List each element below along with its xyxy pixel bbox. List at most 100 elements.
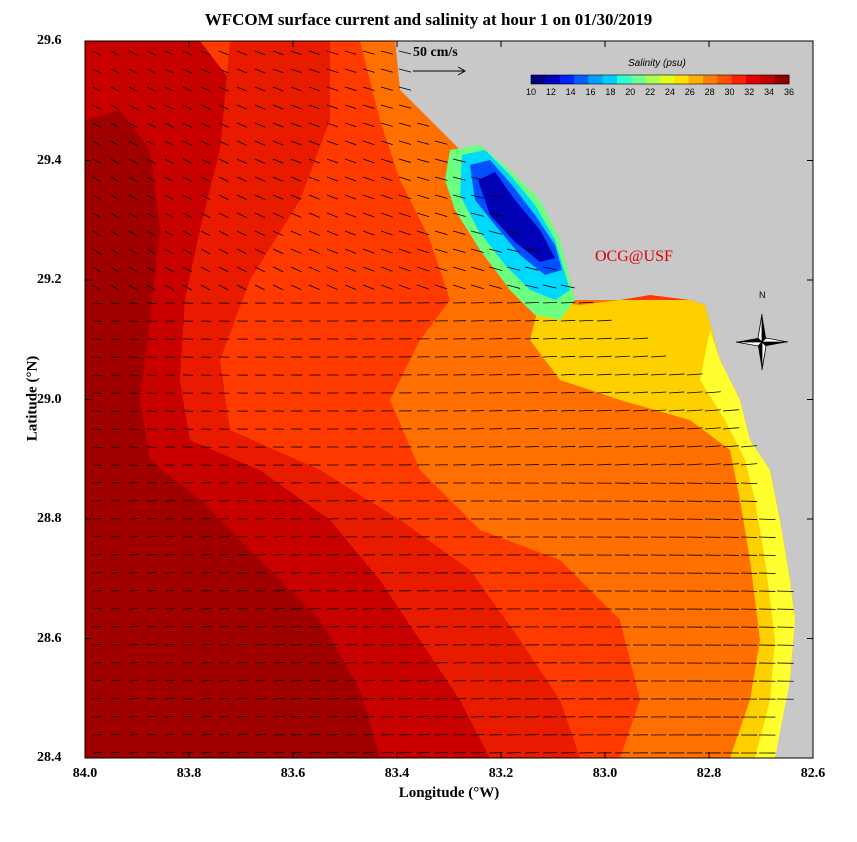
current-vector (218, 122, 229, 128)
current-vector (488, 212, 503, 217)
current-vector (146, 625, 157, 628)
current-vector (344, 140, 357, 146)
colorbar-tick-label: 32 (744, 87, 754, 97)
current-vector (542, 319, 558, 322)
current-vector (128, 266, 138, 273)
current-vector (542, 355, 558, 358)
current-vector (218, 733, 230, 736)
current-vector (524, 446, 539, 448)
current-vector (218, 266, 229, 273)
current-vector (218, 644, 230, 646)
current-vector (128, 590, 139, 592)
current-vector (164, 608, 175, 610)
current-vector (200, 679, 212, 682)
current-vector (362, 248, 375, 254)
current-vector (524, 392, 539, 394)
current-vector (92, 176, 101, 183)
current-vector (272, 212, 284, 218)
current-vector (308, 733, 321, 736)
current-vector (272, 626, 285, 628)
colorbar-swatch (574, 75, 589, 84)
current-vector (218, 194, 229, 200)
current-vector (254, 662, 266, 664)
current-vector (470, 284, 484, 290)
current-vector (110, 68, 120, 74)
current-vector (110, 590, 121, 592)
current-vector (326, 680, 339, 682)
current-vector (344, 230, 357, 236)
current-vector (308, 230, 320, 236)
current-vector (272, 248, 284, 254)
current-vector (380, 752, 394, 754)
colorbar-swatch (688, 75, 704, 84)
current-vector (92, 140, 102, 146)
current-vector (722, 445, 739, 448)
current-vector (146, 733, 157, 736)
current-vector (290, 212, 302, 218)
current-vector (326, 751, 339, 754)
current-vector (164, 643, 175, 646)
current-vector (722, 482, 740, 484)
current-vector (272, 266, 284, 273)
current-vector (506, 230, 521, 235)
current-vector (578, 427, 594, 430)
current-vector (632, 391, 649, 394)
current-vector (290, 122, 302, 128)
current-vector (146, 751, 157, 754)
current-vector (362, 86, 375, 91)
current-vector (200, 104, 211, 110)
current-vector (182, 733, 194, 736)
current-vector (146, 697, 157, 700)
current-vector (614, 337, 630, 340)
current-vector (182, 68, 193, 74)
current-vector (326, 266, 338, 272)
current-vector (290, 733, 303, 736)
current-vector (128, 104, 138, 110)
current-vector (164, 212, 174, 219)
current-vector (182, 751, 194, 754)
current-vector (146, 608, 157, 610)
current-vector (218, 626, 230, 628)
current-vector (704, 391, 721, 394)
current-vector (146, 248, 156, 255)
current-vector (524, 248, 539, 253)
current-vector (110, 50, 120, 56)
current-vector (290, 715, 303, 718)
current-vector (452, 248, 466, 254)
current-vector (326, 733, 339, 736)
current-vector (506, 428, 521, 430)
colorbar-tick-label: 24 (665, 87, 675, 97)
current-vector (416, 284, 430, 290)
current-vector (380, 122, 393, 127)
current-vector (686, 445, 703, 448)
current-vector (272, 140, 284, 146)
current-vector (380, 212, 393, 218)
current-vector (308, 266, 320, 272)
current-vector (236, 284, 247, 291)
current-vector (92, 68, 102, 74)
current-vector (182, 104, 193, 110)
current-vector (398, 86, 412, 91)
current-vector (650, 373, 667, 376)
current-vector (578, 373, 594, 376)
current-vector (614, 391, 630, 394)
current-vector (254, 248, 265, 255)
current-vector (578, 463, 594, 466)
current-vector (614, 373, 630, 376)
current-vector (254, 733, 266, 736)
current-vector (740, 518, 758, 520)
current-vector (326, 176, 339, 182)
current-vector (650, 463, 667, 466)
current-vector (578, 337, 594, 340)
current-vector (560, 409, 576, 412)
current-vector (578, 319, 594, 322)
current-vector (470, 266, 484, 271)
current-vector (92, 518, 103, 520)
current-vector (164, 50, 175, 56)
current-vector (110, 679, 121, 682)
current-vector (110, 122, 120, 128)
current-vector (380, 698, 394, 700)
current-vector (164, 140, 174, 146)
current-vector (398, 266, 411, 272)
current-vector (146, 122, 156, 128)
